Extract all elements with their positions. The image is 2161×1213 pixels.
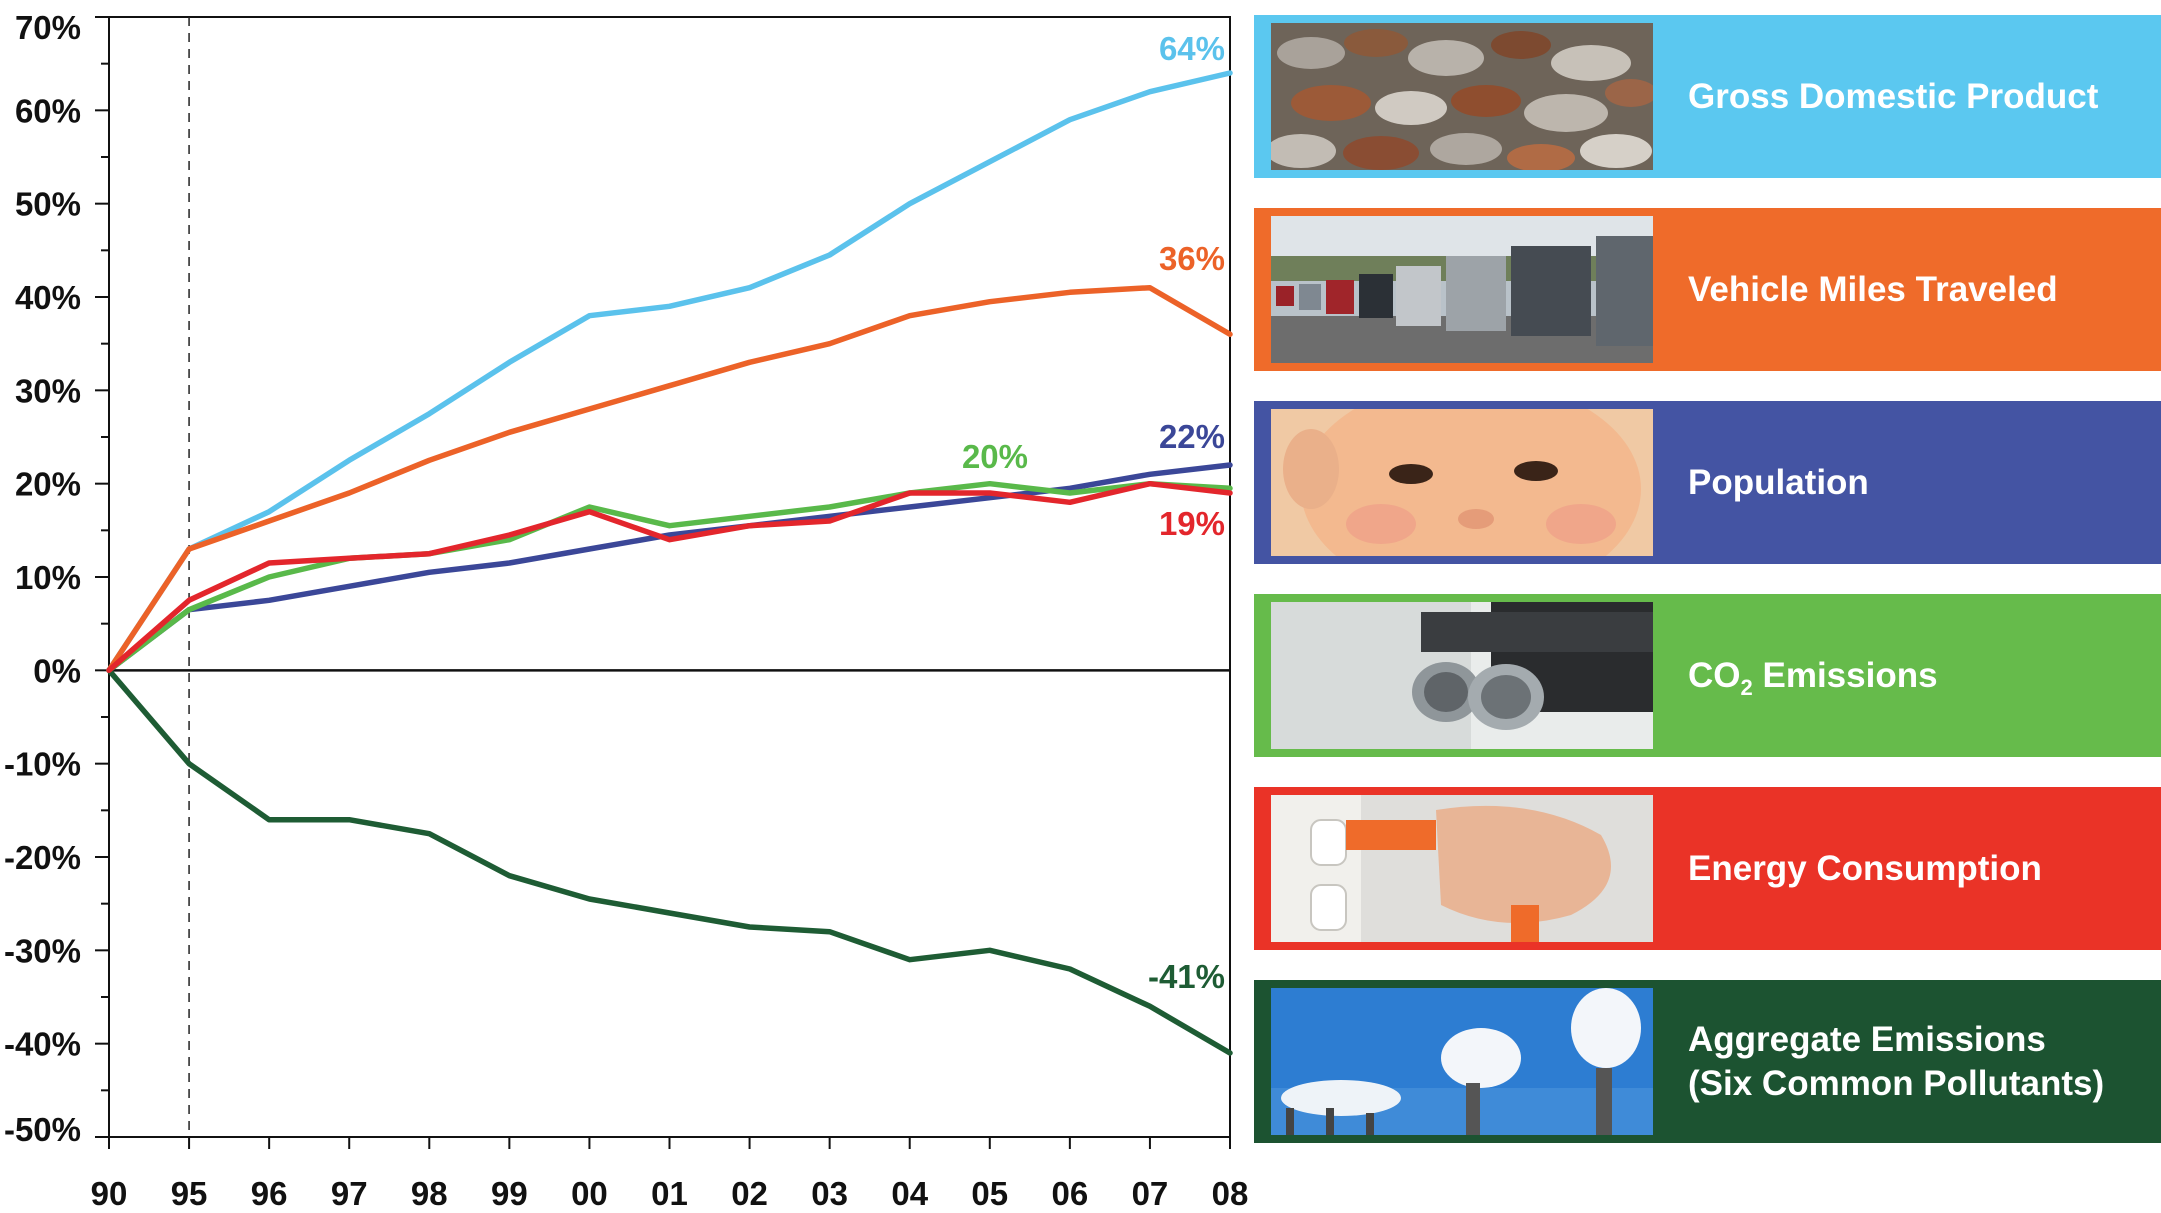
x-tick-label: 06	[1051, 1175, 1088, 1212]
end-label-4: 19%	[1159, 505, 1225, 542]
y-tick-label: 40%	[15, 279, 81, 316]
plug-outlet-photo	[1271, 795, 1653, 942]
legend-label-energy: Energy Consumption	[1688, 848, 2042, 888]
x-tick-label: 90	[91, 1175, 128, 1212]
legend-label-gdp: Gross Domestic Product	[1688, 76, 2099, 116]
x-tick-label: 00	[571, 1175, 608, 1212]
x-tick-label: 97	[331, 1175, 368, 1212]
x-tick-label: 07	[1132, 1175, 1169, 1212]
y-tick-label: -50%	[4, 1111, 81, 1148]
end-label-1: 36%	[1159, 240, 1225, 277]
y-tick-label: 10%	[15, 559, 81, 596]
y-tick-label: 30%	[15, 372, 81, 409]
x-tick-label: 99	[491, 1175, 528, 1212]
y-tick-label: 60%	[15, 92, 81, 129]
x-tick-label: 96	[251, 1175, 288, 1212]
legend-item-aggregate: Aggregate Emissions (Six Common Pollutan…	[1254, 980, 2161, 1143]
y-tick-label: 50%	[15, 186, 81, 223]
end-label-5: -41%	[1148, 958, 1225, 995]
series-line-1	[106, 284, 1233, 674]
series-line-0	[106, 70, 1233, 674]
x-tick-label: 04	[891, 1175, 928, 1212]
series-lines	[106, 70, 1233, 1056]
smokestacks-photo	[1271, 988, 1653, 1135]
x-tick-label: 03	[811, 1175, 848, 1212]
end-label-0: 64%	[1159, 30, 1225, 67]
y-axis: 70% 60% 50% 40% 30% 20% 10% 0% -10% -20% -30% -40% -…	[4, 9, 109, 1148]
x-tick-label: 08	[1212, 1175, 1249, 1212]
x-axis: 90 95 96 97 98 99 00 01 02 03 04 05 06 07 08	[91, 1137, 1249, 1212]
y-tick-label: -30%	[4, 932, 81, 969]
legend-item-gdp: Gross Domestic Product	[1254, 15, 2161, 178]
exhaust-pipe-photo	[1271, 602, 1653, 749]
series-end-labels: 64% 36% 22% 20% 19% -41%	[962, 30, 1225, 995]
series-line-5	[106, 667, 1233, 1056]
legend-item-vmt: Vehicle Miles Traveled	[1254, 208, 2161, 371]
x-tick-label: 98	[411, 1175, 448, 1212]
traffic-photo	[1271, 216, 1653, 363]
series-line-2	[106, 462, 1233, 674]
coins-photo	[1271, 23, 1653, 170]
series-line-3	[106, 480, 1233, 674]
baby-photo	[1271, 409, 1653, 556]
end-label-2: 22%	[1159, 418, 1225, 455]
line-chart: 70% 60% 50% 40% 30% 20% 10% 0% -10% -20% -30% -40% -…	[4, 9, 1249, 1212]
legend-item-population: Population	[1254, 401, 2161, 564]
x-tick-label: 02	[731, 1175, 768, 1212]
legend-label-vmt: Vehicle Miles Traveled	[1688, 269, 2058, 309]
legend-label-aggregate: Aggregate Emissions (Six Common Pollutan…	[1688, 1019, 2105, 1103]
x-tick-label: 01	[651, 1175, 688, 1212]
legend-label-population: Population	[1688, 462, 1869, 502]
legend-item-co2: CO2 Emissions	[1254, 594, 2161, 757]
y-tick-label: -40%	[4, 1026, 81, 1063]
x-tick-label: 05	[971, 1175, 1008, 1212]
y-tick-label: 20%	[15, 466, 81, 503]
series-line-4	[106, 480, 1233, 674]
legend-item-energy: Energy Consumption	[1254, 787, 2161, 950]
y-tick-label: -20%	[4, 839, 81, 876]
chart-legend: Gross Domestic Product Vehicle Miles Tra…	[1254, 15, 2161, 1145]
end-label-3: 20%	[962, 438, 1028, 475]
legend-label-co2: CO2 Emissions	[1688, 655, 1938, 700]
y-tick-label: 0%	[33, 652, 81, 689]
x-tick-label: 95	[171, 1175, 208, 1212]
y-tick-label: -10%	[4, 746, 81, 783]
y-tick-label: 70%	[15, 9, 81, 46]
